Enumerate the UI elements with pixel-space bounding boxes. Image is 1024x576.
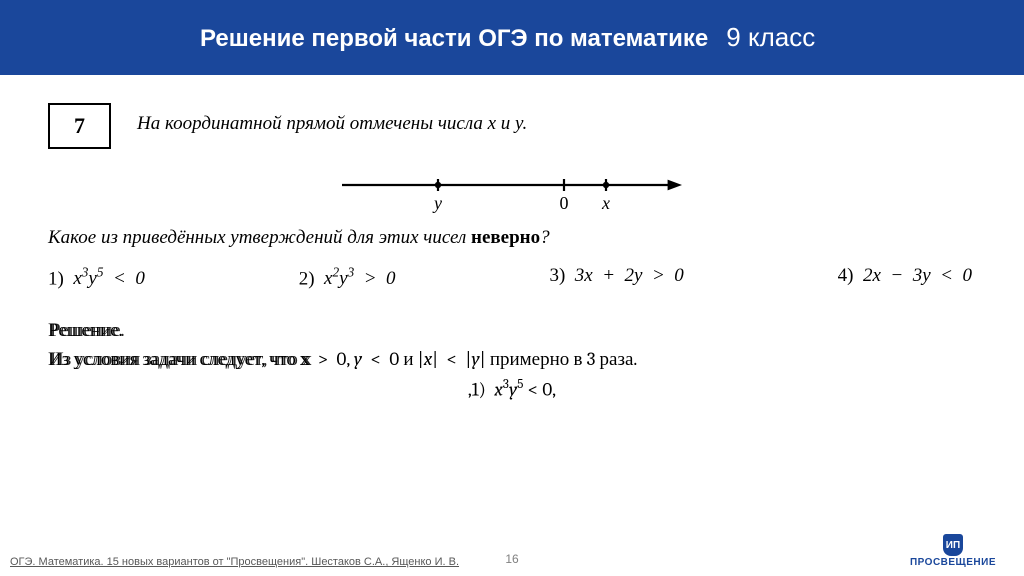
solution-line1b: Из условия задачи следует, что x <box>50 345 311 374</box>
number-line-container: y 0 x <box>48 165 976 213</box>
svg-text:0: 0 <box>560 193 569 213</box>
solution-label-overlap: Решение. Решение. <box>48 316 976 345</box>
solution-line1-overlap: Из условия задачи следует, что x Из усло… <box>48 345 309 374</box>
slide-header: Решение первой части ОГЭ по математике 9… <box>0 0 1024 75</box>
number-line-svg: y 0 x <box>332 165 692 213</box>
options-row: 1) x3y5 < 0 2) x2y3 > 0 3) 3x + 2y > 0 4) 2… <box>48 265 976 290</box>
option-item: 1) x3y5 < 0 <box>48 265 145 290</box>
var-x: x <box>488 113 496 134</box>
option-item: 2) x2y3 > 0 <box>299 265 396 290</box>
header-grade: 9 класс <box>726 22 815 53</box>
logo-text: ПРОСВЕЩЕНИЕ <box>910 557 996 568</box>
option-item: 3) 3x + 2y > 0 <box>549 265 683 290</box>
publisher-logo: ИП ПРОСВЕЩЕНИЕ <box>910 534 996 568</box>
solution-conditions: > 0, y < 0 и |x| < |y| примерно в 3 раза… <box>309 348 637 370</box>
slide-footer: ОГЭ. Математика. 15 новых вариантов от "… <box>0 534 1024 572</box>
solution-block: Решение. Решение. Из условия задачи след… <box>48 316 976 404</box>
question-prefix: Какое из приведённых утверждений для эти… <box>48 227 471 248</box>
question-bold: неверно <box>471 227 540 248</box>
header-title: Решение первой части ОГЭ по математике <box>200 25 708 53</box>
problem-number: 7 <box>48 103 111 149</box>
question-text: Какое из приведённых утверждений для эти… <box>48 227 976 249</box>
footer-citation: ОГЭ. Математика. 15 новых вариантов от "… <box>10 556 459 568</box>
solution-label-b: Решение. <box>50 316 125 345</box>
statement-prefix: На координатной прямой отмечены числа <box>137 113 488 134</box>
svg-text:y: y <box>432 193 442 213</box>
problem-row: 7 На координатной прямой отмечены числа … <box>48 103 976 149</box>
statement-period: . <box>522 113 527 134</box>
solution-line2: ,1) x3y5 < 0, <box>48 375 976 404</box>
footer-page-number: 16 <box>505 552 518 566</box>
problem-statement: На координатной прямой отмечены числа x … <box>137 103 527 135</box>
statement-and: и <box>496 113 515 134</box>
question-suffix: ? <box>540 227 550 248</box>
slide-content: 7 На координатной прямой отмечены числа … <box>0 75 1024 404</box>
logo-shield-icon: ИП <box>943 534 963 556</box>
svg-text:x: x <box>601 193 610 213</box>
option-item: 4) 2x − 3y < 0 <box>838 265 972 290</box>
